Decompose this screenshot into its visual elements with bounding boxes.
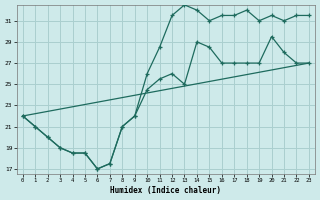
X-axis label: Humidex (Indice chaleur): Humidex (Indice chaleur) xyxy=(110,186,221,195)
